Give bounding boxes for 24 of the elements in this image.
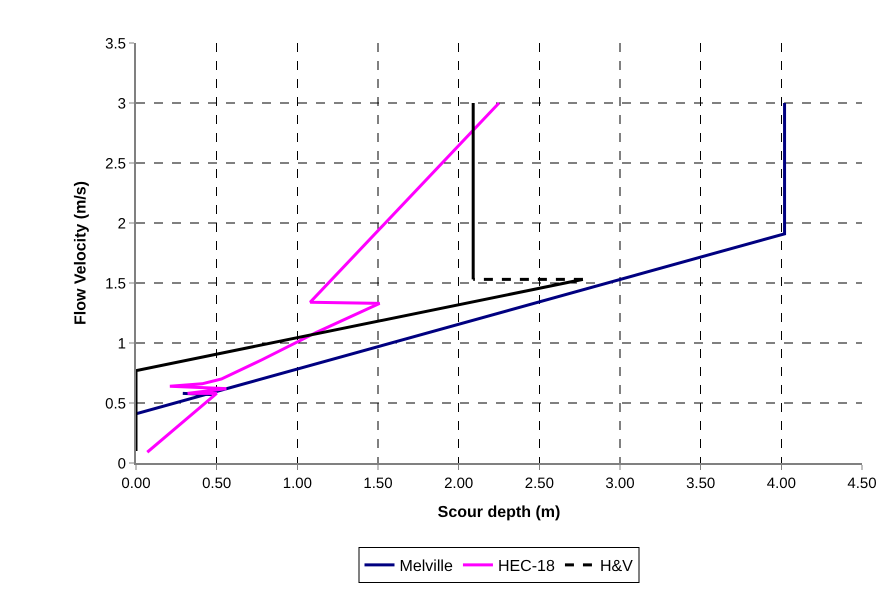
x-tick-label: 0.50 [202,475,232,492]
y-tick-label: 3 [118,95,126,112]
x-tick-label: 0.00 [121,475,151,492]
line-series [146,102,500,454]
x-tick-label: 1.50 [363,475,393,492]
x-tick-label: 1.00 [282,475,312,492]
legend-label: Melville [400,558,453,576]
x-tick-label: 2.00 [444,475,474,492]
y-tick-label: 3.5 [105,35,126,52]
legend-label: HEC-18 [498,558,555,576]
x-tick-label: 4.50 [847,475,877,492]
x-axis-title: Scour depth (m) [438,504,560,522]
legend-label: H&V [600,558,634,576]
y-tick-label: 2.5 [105,155,126,172]
y-tick-label: 1.5 [105,275,126,292]
x-tick-label: 4.00 [766,475,796,492]
x-tick-label: 3.00 [605,475,635,492]
x-tick-label: 3.50 [686,475,716,492]
y-tick-label: 1 [118,335,126,352]
x-tick-label: 2.50 [524,475,554,492]
y-axis-title: Flow Velocity (m/s) [72,180,90,326]
y-tick-label: 0 [118,455,126,472]
y-tick-label: 2 [118,215,126,232]
y-tick-label: 0.5 [105,395,126,412]
